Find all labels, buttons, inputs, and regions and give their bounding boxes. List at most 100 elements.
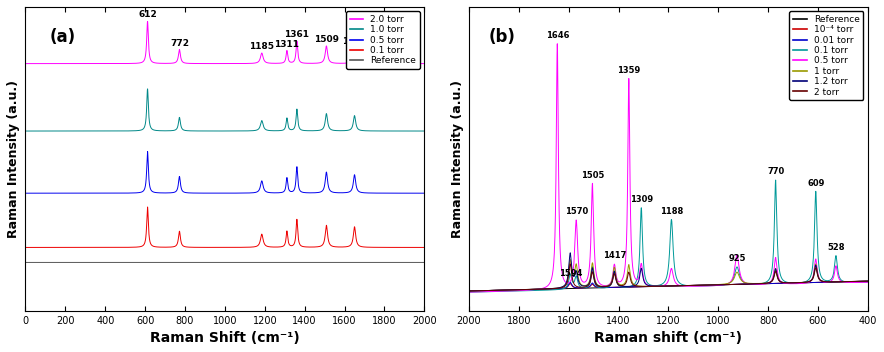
10⁻⁴ torr	[476, 289, 486, 293]
2.0 torr	[310, 61, 321, 65]
0.5 torr	[387, 191, 398, 195]
2 torr	[863, 279, 873, 283]
Reference	[695, 283, 705, 288]
0.01 torr	[464, 289, 475, 293]
1 torr	[573, 275, 583, 279]
1.2 torr	[476, 289, 486, 293]
0.1 torr	[210, 245, 220, 250]
Reference	[210, 260, 220, 265]
2 torr	[695, 283, 705, 287]
1.2 torr	[496, 288, 507, 292]
0.1 torr	[310, 245, 321, 249]
10⁻⁴ torr	[573, 286, 583, 290]
0.1 torr	[142, 205, 153, 209]
Text: 1646: 1646	[545, 31, 569, 40]
2 torr	[464, 289, 475, 293]
10⁻⁴ torr	[464, 289, 475, 293]
Text: 772: 772	[170, 39, 189, 48]
Reference	[673, 284, 683, 288]
0.01 torr	[496, 288, 507, 292]
Line: 1.2 torr: 1.2 torr	[469, 253, 868, 291]
1.2 torr	[695, 283, 705, 287]
Text: 1361: 1361	[285, 30, 309, 39]
Reference	[464, 289, 475, 293]
0.5 torr	[464, 290, 475, 294]
2 torr	[692, 283, 703, 288]
Line: 1.0 torr: 1.0 torr	[26, 89, 424, 131]
1 torr	[695, 283, 705, 287]
X-axis label: Raman Shift (cm⁻¹): Raman Shift (cm⁻¹)	[150, 331, 300, 345]
1.0 torr	[187, 129, 198, 133]
Reference	[573, 286, 583, 290]
Text: 1594: 1594	[559, 269, 582, 278]
Text: 1417: 1417	[603, 251, 626, 260]
1 torr	[565, 257, 575, 262]
0.01 torr	[695, 283, 705, 288]
0.1 torr	[695, 284, 705, 288]
0.5 torr	[419, 191, 430, 195]
1 torr	[476, 289, 486, 293]
1.2 torr	[692, 283, 703, 288]
Reference	[407, 260, 417, 265]
2.0 torr	[387, 62, 398, 66]
0.1 torr	[407, 245, 417, 250]
1.0 torr	[407, 129, 417, 133]
1.0 torr	[310, 128, 321, 133]
0.5 torr	[142, 150, 153, 154]
Reference	[476, 289, 486, 293]
10⁻⁴ torr	[692, 283, 703, 288]
0.5 torr	[187, 191, 198, 195]
Text: 1185: 1185	[249, 42, 274, 51]
Text: 528: 528	[827, 243, 845, 252]
Reference	[387, 260, 398, 265]
1.2 torr	[673, 284, 683, 288]
1.0 torr	[387, 129, 398, 133]
Y-axis label: Raman Intensity (a.u.): Raman Intensity (a.u.)	[7, 80, 20, 238]
2.0 torr	[407, 62, 417, 66]
2.0 torr	[20, 62, 31, 66]
Legend: 2.0 torr, 1.0 torr, 0.5 torr, 0.1 torr, Reference: 2.0 torr, 1.0 torr, 0.5 torr, 0.1 torr, …	[346, 12, 420, 69]
0.1 torr	[573, 281, 583, 285]
1.0 torr	[191, 129, 202, 133]
Line: 0.5 torr: 0.5 torr	[26, 152, 424, 193]
0.5 torr	[407, 191, 417, 195]
Reference	[191, 260, 202, 265]
0.5 torr	[20, 191, 31, 195]
1 torr	[863, 279, 873, 283]
Text: (a): (a)	[50, 28, 75, 46]
2.0 torr	[187, 61, 198, 65]
Line: 2.0 torr: 2.0 torr	[26, 21, 424, 64]
1 torr	[496, 288, 507, 292]
2.0 torr	[142, 19, 153, 24]
Line: 0.5 torr: 0.5 torr	[469, 44, 868, 292]
1.0 torr	[419, 129, 430, 133]
2 torr	[476, 289, 486, 293]
1.2 torr	[464, 289, 475, 293]
1.2 torr	[565, 251, 575, 255]
Text: 609: 609	[807, 178, 825, 188]
X-axis label: Raman shift (cm⁻¹): Raman shift (cm⁻¹)	[594, 331, 743, 345]
0.1 torr	[419, 245, 430, 250]
2.0 torr	[419, 62, 430, 66]
0.5 torr	[191, 191, 202, 195]
0.5 torr	[552, 42, 562, 46]
Y-axis label: Raman Intensity (a.u.): Raman Intensity (a.u.)	[451, 80, 463, 238]
Reference	[187, 260, 198, 265]
1.0 torr	[20, 129, 31, 133]
Legend: Reference, 10⁻⁴ torr, 0.01 torr, 0.1 torr, 0.5 torr, 1 torr, 1.2 torr, 2 torr: Reference, 10⁻⁴ torr, 0.01 torr, 0.1 tor…	[789, 12, 864, 100]
Text: (b): (b)	[489, 28, 516, 46]
Text: 612: 612	[138, 11, 156, 19]
0.5 torr	[573, 255, 583, 259]
0.5 torr	[695, 284, 705, 288]
Text: 1309: 1309	[629, 195, 653, 204]
Line: 0.1 torr: 0.1 torr	[26, 207, 424, 247]
Text: 1505: 1505	[581, 171, 604, 180]
0.1 torr	[187, 245, 198, 250]
2 torr	[496, 288, 507, 292]
1 torr	[673, 284, 683, 288]
Reference	[310, 260, 321, 265]
0.01 torr	[692, 283, 703, 288]
0.1 torr	[476, 290, 486, 294]
Text: 1188: 1188	[659, 207, 683, 216]
0.01 torr	[476, 289, 486, 293]
